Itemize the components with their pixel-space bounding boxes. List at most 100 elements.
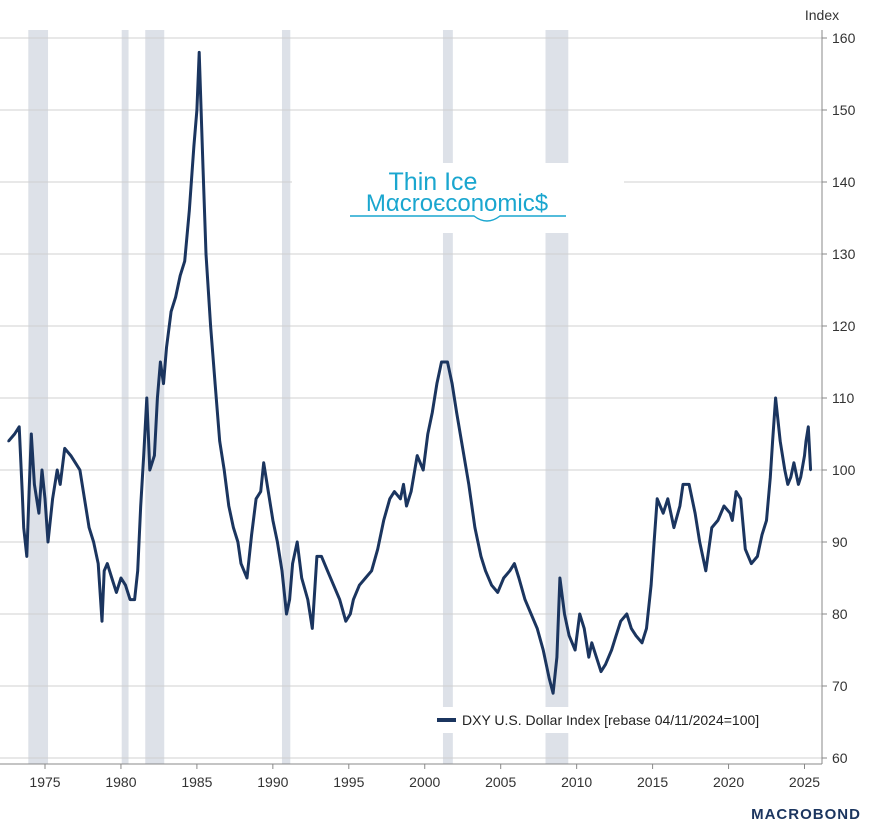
data-point-102 [440,360,443,364]
data-point-53 [209,324,212,328]
data-point-5 [25,555,28,558]
data-point-46 [183,260,186,263]
data-point-55 [218,440,221,443]
data-point-4 [22,526,25,529]
data-point-101 [435,382,439,385]
data-point-3 [21,490,24,493]
data-point-151 [687,483,691,486]
data-point-48 [192,144,196,148]
recession-bands [28,30,569,764]
data-point-23 [97,562,100,565]
data-point-25 [103,569,106,572]
recession-band-1 [121,30,129,764]
data-point-27 [110,576,114,580]
data-point-84 [349,612,352,616]
data-point-157 [722,504,726,508]
data-point-72 [288,598,291,601]
data-point-158 [728,512,732,515]
data-point-176 [799,476,802,479]
y-axis-label: Index [805,7,839,23]
data-point-107 [467,483,470,486]
x-ticks: 1975 1980 1985 1990 1995 2000 2005 2010 2015 2020… [29,764,820,790]
recession-band-0 [28,30,49,764]
data-point-49 [195,108,199,112]
data-point-82 [338,598,341,601]
x-tick-label-2025: 2025 [789,774,820,790]
y-tick-label-60: 60 [832,750,848,766]
data-point-33 [136,569,139,572]
data-point-179 [807,425,810,428]
brand-overlay-background [292,163,624,233]
y-tick-label-130: 130 [832,246,856,262]
data-point-56 [223,468,226,472]
legend-background [431,707,815,733]
data-point-93 [399,497,402,500]
data-point-159 [731,519,734,522]
macrobond-logo: MACROBOND [751,806,860,823]
data-point-175 [797,483,800,486]
data-point-37 [148,468,151,472]
data-point-13 [51,497,54,500]
brand-overlay-line1: Thin Ice [389,168,478,196]
data-point-126 [567,634,571,637]
data-point-121 [548,677,551,680]
data-point-112 [496,591,499,594]
data-point-81 [332,584,335,587]
data-point-47 [188,209,191,212]
data-point-22 [92,540,95,544]
x-tick-label-1980: 1980 [105,774,136,790]
data-point-76 [306,598,309,601]
data-point-167 [769,476,772,479]
data-point-86 [358,584,361,587]
data-point-166 [765,519,768,522]
brand-overlay-line2: Mαcroєconomic$ [366,190,548,217]
data-point-105 [455,411,458,414]
data-point-39 [156,396,159,400]
data-point-164 [756,555,759,558]
data-point-106 [461,447,464,450]
data-point-40 [159,360,162,364]
data-point-15 [59,483,62,486]
data-point-43 [169,310,173,313]
data-point-132 [595,656,598,659]
data-point-90 [382,519,385,522]
data-point-9 [37,512,41,515]
data-point-10 [40,468,44,472]
data-point-170 [779,440,782,443]
data-point-26 [106,562,109,565]
legend-label: DXY U.S. Dollar Index [rebase 04/11/2024… [462,712,759,728]
brand-overlay: Thin Ice Mαcroєconomic$ [292,163,624,233]
data-point-169 [774,396,777,400]
series-line-dxy [7,50,813,695]
data-point-155 [710,526,713,529]
data-point-21 [87,526,91,529]
data-point-171 [783,468,786,472]
data-point-32 [133,598,136,601]
data-point-104 [450,382,454,385]
data-point-19 [78,468,82,472]
data-point-153 [698,540,701,544]
data-point-127 [573,648,577,652]
data-point-154 [704,569,707,572]
y-tick-label-120: 120 [832,318,856,334]
data-point-144 [652,540,656,544]
data-point-38 [153,454,156,457]
data-point-109 [479,555,483,558]
data-point-124 [558,576,562,580]
data-point-68 [271,519,275,522]
data-point-51 [201,166,205,169]
x-tick-label-1990: 1990 [257,774,288,790]
data-point-62 [245,576,249,580]
data-point-16 [63,447,66,450]
data-point-141 [640,641,644,644]
data-point-97 [416,454,419,457]
data-point-114 [508,569,511,572]
data-point-11 [43,497,47,500]
legend: DXY U.S. Dollar Index [rebase 04/11/2024… [431,707,815,733]
data-point-125 [563,612,566,616]
data-point-108 [473,526,477,529]
x-tick-label-2020: 2020 [713,774,744,790]
x-tick-label-1975: 1975 [29,774,60,790]
data-point-160 [734,490,738,493]
data-point-111 [490,584,493,587]
